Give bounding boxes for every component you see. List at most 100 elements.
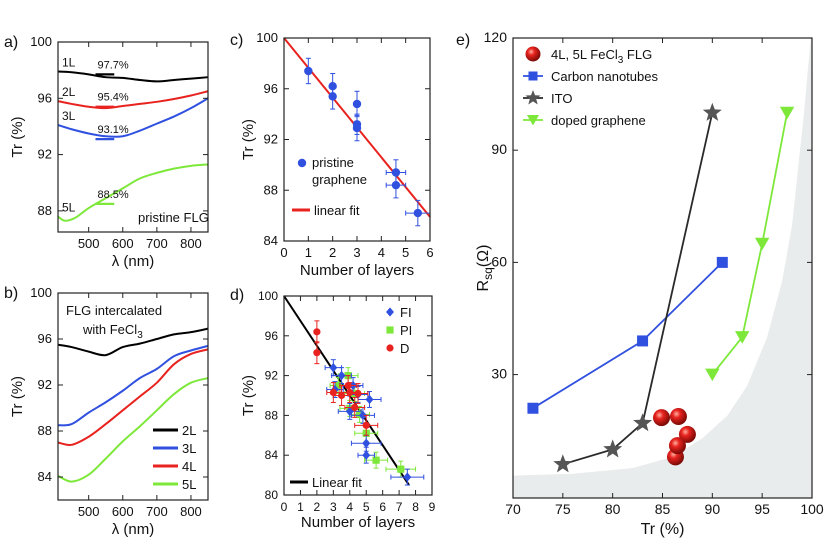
y-tick-label: 84 bbox=[265, 448, 279, 462]
legend-marker bbox=[297, 158, 307, 168]
x-axis-label: λ (nm) bbox=[112, 253, 155, 270]
data-point-ito bbox=[553, 454, 573, 473]
y-tick-label: 30 bbox=[491, 366, 507, 382]
legend-label: 4L, 5L FeCl3 FLG bbox=[551, 47, 652, 66]
data-point-PI bbox=[334, 381, 342, 390]
data-point bbox=[352, 99, 362, 109]
x-tick-label: 600 bbox=[112, 236, 134, 251]
x-tick-label: 1 bbox=[297, 500, 304, 514]
data-point-doped-graphene bbox=[754, 237, 770, 251]
panel-label: d) bbox=[230, 287, 244, 304]
panel-d: 0 1 2 3 4 5 6 7 8 9 80 84 88 92 96 100 FI PI D Linear fit Nu… bbox=[230, 287, 436, 531]
data-point-D bbox=[329, 388, 337, 397]
x-tick-label: 80 bbox=[605, 501, 621, 517]
legend-label: graphene bbox=[312, 172, 367, 187]
shaded-region bbox=[513, 38, 812, 498]
y-axis-label: Rsq(Ω) bbox=[475, 245, 495, 292]
y-tick-label: 100 bbox=[30, 285, 52, 300]
y-tick-label: 120 bbox=[484, 29, 508, 45]
panel-label: b) bbox=[4, 285, 18, 302]
series-label-2L: 2L bbox=[62, 85, 76, 99]
y-tick-label: 96 bbox=[38, 90, 52, 105]
legend-label: 3L bbox=[182, 441, 196, 456]
y-tick-label: 80 bbox=[265, 488, 279, 502]
plot-frame bbox=[57, 41, 209, 233]
series-5L bbox=[57, 377, 209, 483]
x-tick-label: 85 bbox=[655, 501, 671, 517]
series-1L bbox=[57, 70, 209, 83]
y-tick-label: 88 bbox=[38, 423, 52, 438]
subscript: 3 bbox=[137, 330, 143, 341]
legend-marker bbox=[528, 71, 538, 81]
series-label-1L: 1L bbox=[62, 56, 76, 70]
data-point-D bbox=[346, 388, 354, 397]
legend-label: ITO bbox=[551, 91, 572, 106]
legend-label: 2L bbox=[182, 423, 196, 438]
panel-label: c) bbox=[230, 32, 243, 49]
x-tick-label: 700 bbox=[146, 236, 168, 251]
panel-e: 70 75 80 85 90 95 100 30 60 90 120 4L, 5L FeCl3 FLG… bbox=[456, 29, 824, 538]
data-point-D bbox=[354, 389, 362, 398]
y-tick-label: 100 bbox=[30, 34, 52, 49]
data-point-PI bbox=[397, 465, 405, 473]
subscript: sq bbox=[481, 267, 495, 280]
x-tick-label: 5 bbox=[363, 500, 370, 514]
legend-label: PI bbox=[400, 323, 412, 338]
legend-marker bbox=[525, 46, 541, 62]
y-axis-label: Tr (%) bbox=[9, 116, 26, 157]
x-tick-label: 600 bbox=[112, 504, 134, 519]
y-tick-label: 100 bbox=[258, 289, 278, 303]
legend-label: FI bbox=[400, 305, 412, 320]
x-tick-label: 2 bbox=[329, 245, 336, 260]
x-tick-label: 3 bbox=[330, 500, 337, 514]
series-2L bbox=[57, 90, 209, 110]
x-axis-label: Number of layers bbox=[300, 262, 414, 279]
data-point-FI bbox=[365, 394, 374, 405]
legend-label: doped graphene bbox=[551, 113, 646, 128]
panel-note: pristine FLG bbox=[138, 210, 209, 225]
panel-note: FLG intercalated bbox=[66, 303, 162, 318]
data-point-doped-graphene bbox=[779, 106, 795, 120]
series-4L bbox=[57, 348, 209, 446]
legend-label: linear fit bbox=[314, 203, 360, 218]
data-point-D bbox=[362, 421, 370, 429]
data-point-doped-graphene bbox=[705, 368, 720, 382]
x-tick-label: 95 bbox=[754, 501, 770, 517]
data-point bbox=[304, 66, 313, 76]
subscript: 3 bbox=[618, 55, 624, 66]
x-tick-label: 100 bbox=[800, 501, 824, 517]
data-point-FI bbox=[362, 438, 371, 448]
data-point-D bbox=[351, 403, 359, 412]
series-3L bbox=[57, 344, 209, 427]
data-point-FI bbox=[337, 370, 346, 381]
x-tick-label: 500 bbox=[78, 236, 100, 251]
data-point-carbon-nanotubes bbox=[527, 402, 539, 414]
data-point-doped-graphene bbox=[735, 331, 750, 344]
data-point-fecl3-flg bbox=[653, 409, 671, 427]
legend-marker bbox=[527, 115, 539, 126]
x-tick-label: 75 bbox=[555, 501, 571, 517]
y-axis-label: Tr (%) bbox=[240, 119, 257, 160]
data-point-fecl3-flg bbox=[669, 407, 687, 425]
legend-label: D bbox=[400, 341, 409, 356]
y-tick-label: 92 bbox=[38, 377, 52, 392]
data-point-FI bbox=[403, 472, 412, 482]
x-axis-label: λ (nm) bbox=[112, 521, 155, 538]
data-point bbox=[413, 208, 423, 218]
legend-label: Linear fit bbox=[312, 475, 362, 490]
data-point-D bbox=[313, 328, 321, 336]
legend-label: 5L bbox=[182, 477, 196, 492]
y-tick-label: 84 bbox=[38, 469, 52, 484]
y-tick-label: 92 bbox=[265, 369, 279, 383]
data-point bbox=[352, 123, 362, 133]
series-ito-line bbox=[562, 112, 714, 466]
data-point-PI bbox=[356, 410, 364, 419]
y-tick-label: 92 bbox=[264, 132, 278, 147]
series-carbon-nanotubes-line bbox=[532, 261, 723, 409]
data-point-PI bbox=[372, 456, 380, 464]
x-tick-label: 800 bbox=[180, 236, 202, 251]
x-tick-label: 90 bbox=[705, 501, 721, 517]
plot-frame bbox=[283, 295, 433, 496]
y-tick-label: 84 bbox=[264, 233, 278, 248]
